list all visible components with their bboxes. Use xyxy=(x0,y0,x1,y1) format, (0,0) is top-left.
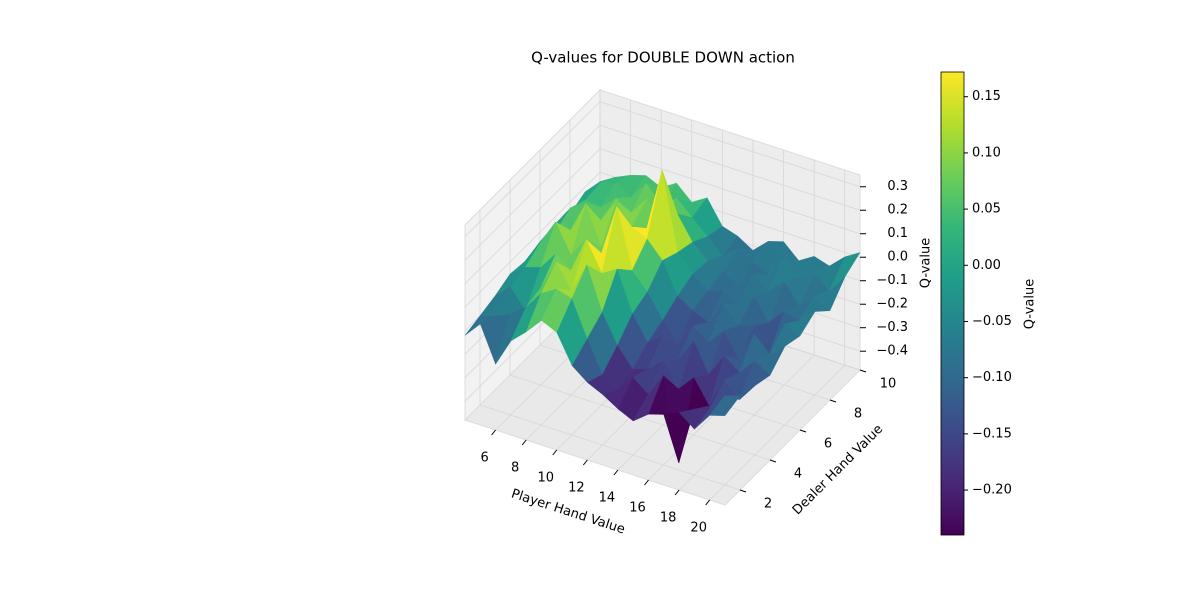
grid-line xyxy=(464,171,601,308)
x-tick xyxy=(705,499,711,506)
grid-line xyxy=(464,124,601,261)
grid-line xyxy=(599,124,861,211)
y-tick xyxy=(739,489,747,493)
colorbar-label: Q-value xyxy=(1023,279,1038,329)
x-tick-label: 20 xyxy=(690,521,707,536)
grid-line xyxy=(599,101,861,188)
z-tick-label: −0.3 xyxy=(876,320,908,335)
chart-title: Q-values for DOUBLE DOWN action xyxy=(531,49,795,67)
colorbar-tick-label: −0.05 xyxy=(972,314,1012,329)
z-tick-label: 0.0 xyxy=(887,250,908,265)
y-tick xyxy=(769,459,777,463)
z-axis-label: Q-value xyxy=(919,238,934,288)
colorbar-tick-label: 0.00 xyxy=(972,258,1001,273)
x-tick xyxy=(613,469,619,476)
x-tick-label: 6 xyxy=(480,451,488,466)
colorbar-tick-label: 0.15 xyxy=(972,89,1001,104)
z-tick-label: 0.3 xyxy=(887,179,908,194)
z-tick-label: −0.2 xyxy=(876,297,908,312)
y-tick xyxy=(799,429,807,433)
grid-line xyxy=(479,404,741,491)
x-tick-label: 12 xyxy=(568,481,585,496)
y-tick xyxy=(859,369,867,373)
colorbar xyxy=(940,71,965,536)
colorbar-tick-label: −0.10 xyxy=(972,370,1012,385)
z-tick-label: −0.1 xyxy=(876,273,908,288)
colorbar-tick-label: −0.20 xyxy=(972,483,1012,498)
y-tick-label: 2 xyxy=(764,497,772,512)
z-tick-label: 0.2 xyxy=(887,203,908,218)
y-tick-label: 10 xyxy=(880,377,897,392)
x-tick xyxy=(491,429,496,436)
x-tick xyxy=(552,449,558,456)
x-tick xyxy=(521,439,527,446)
surface-face xyxy=(709,395,741,416)
x-tick-label: 16 xyxy=(629,501,646,516)
x-tick xyxy=(644,479,649,486)
y-tick xyxy=(829,399,837,403)
colorbar-tick-label: −0.15 xyxy=(972,426,1012,441)
x-tick-label: 10 xyxy=(537,471,554,486)
surface xyxy=(464,169,861,464)
z-tick-label: −0.4 xyxy=(876,344,908,359)
grid-line xyxy=(599,148,861,235)
x-tick-label: 18 xyxy=(660,511,677,526)
x-tick xyxy=(674,489,680,496)
y-tick-label: 8 xyxy=(854,407,862,422)
grid-line xyxy=(709,364,845,501)
grid-line xyxy=(464,148,601,285)
y-tick-label: 6 xyxy=(824,437,832,452)
colorbar-tick-label: 0.05 xyxy=(972,202,1001,217)
x-tick-label: 8 xyxy=(511,461,519,476)
y-tick-label: 4 xyxy=(794,467,802,482)
x-tick-label: 14 xyxy=(599,491,616,506)
z-tick-label: 0.1 xyxy=(887,226,908,241)
colorbar-tick-label: 0.10 xyxy=(972,145,1001,160)
grid-line xyxy=(678,354,815,491)
y-axis-label: Dealer Hand Value xyxy=(790,422,886,518)
grid-line xyxy=(464,101,601,238)
x-tick xyxy=(582,459,588,466)
